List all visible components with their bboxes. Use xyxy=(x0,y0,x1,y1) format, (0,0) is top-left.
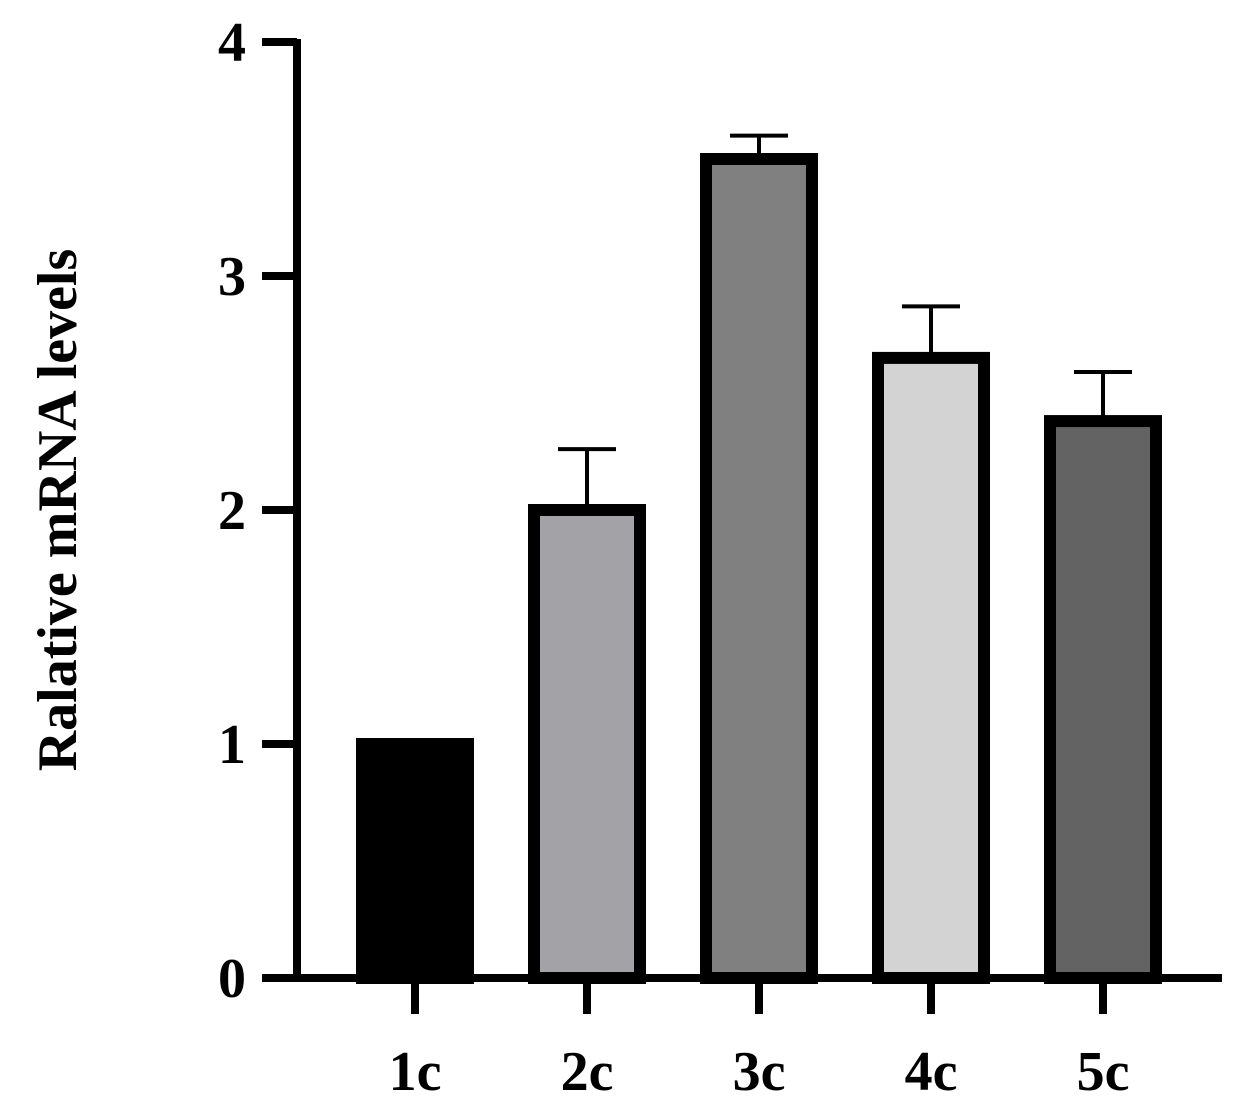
x-tick-label-2c: 2c xyxy=(561,1041,614,1103)
bars-group xyxy=(356,153,1162,984)
x-ticks-group: 1c 2c 3c 4c 5c xyxy=(389,978,1130,1103)
y-tick-label: 1 xyxy=(218,714,246,776)
y-tick-label: 0 xyxy=(218,948,246,1010)
y-tick-label: 2 xyxy=(218,480,246,542)
y-tick-label: 4 xyxy=(218,12,246,74)
bar-4c xyxy=(872,351,990,984)
y-axis-title: Ralative mRNA levels xyxy=(27,249,89,772)
x-tick-label-4c: 4c xyxy=(905,1041,958,1103)
bar-1c xyxy=(356,738,474,984)
y-ticks-group: 0 1 2 3 4 xyxy=(218,12,297,1010)
bar-2c xyxy=(528,504,646,984)
y-tick-label: 3 xyxy=(218,246,246,308)
x-tick-label-3c: 3c xyxy=(733,1041,786,1103)
x-tick-label-1c: 1c xyxy=(389,1041,442,1103)
bar-5c xyxy=(1044,415,1162,984)
error-bars-group xyxy=(558,133,1132,510)
bar-3c xyxy=(700,153,818,984)
x-tick-label-5c: 5c xyxy=(1077,1041,1130,1103)
